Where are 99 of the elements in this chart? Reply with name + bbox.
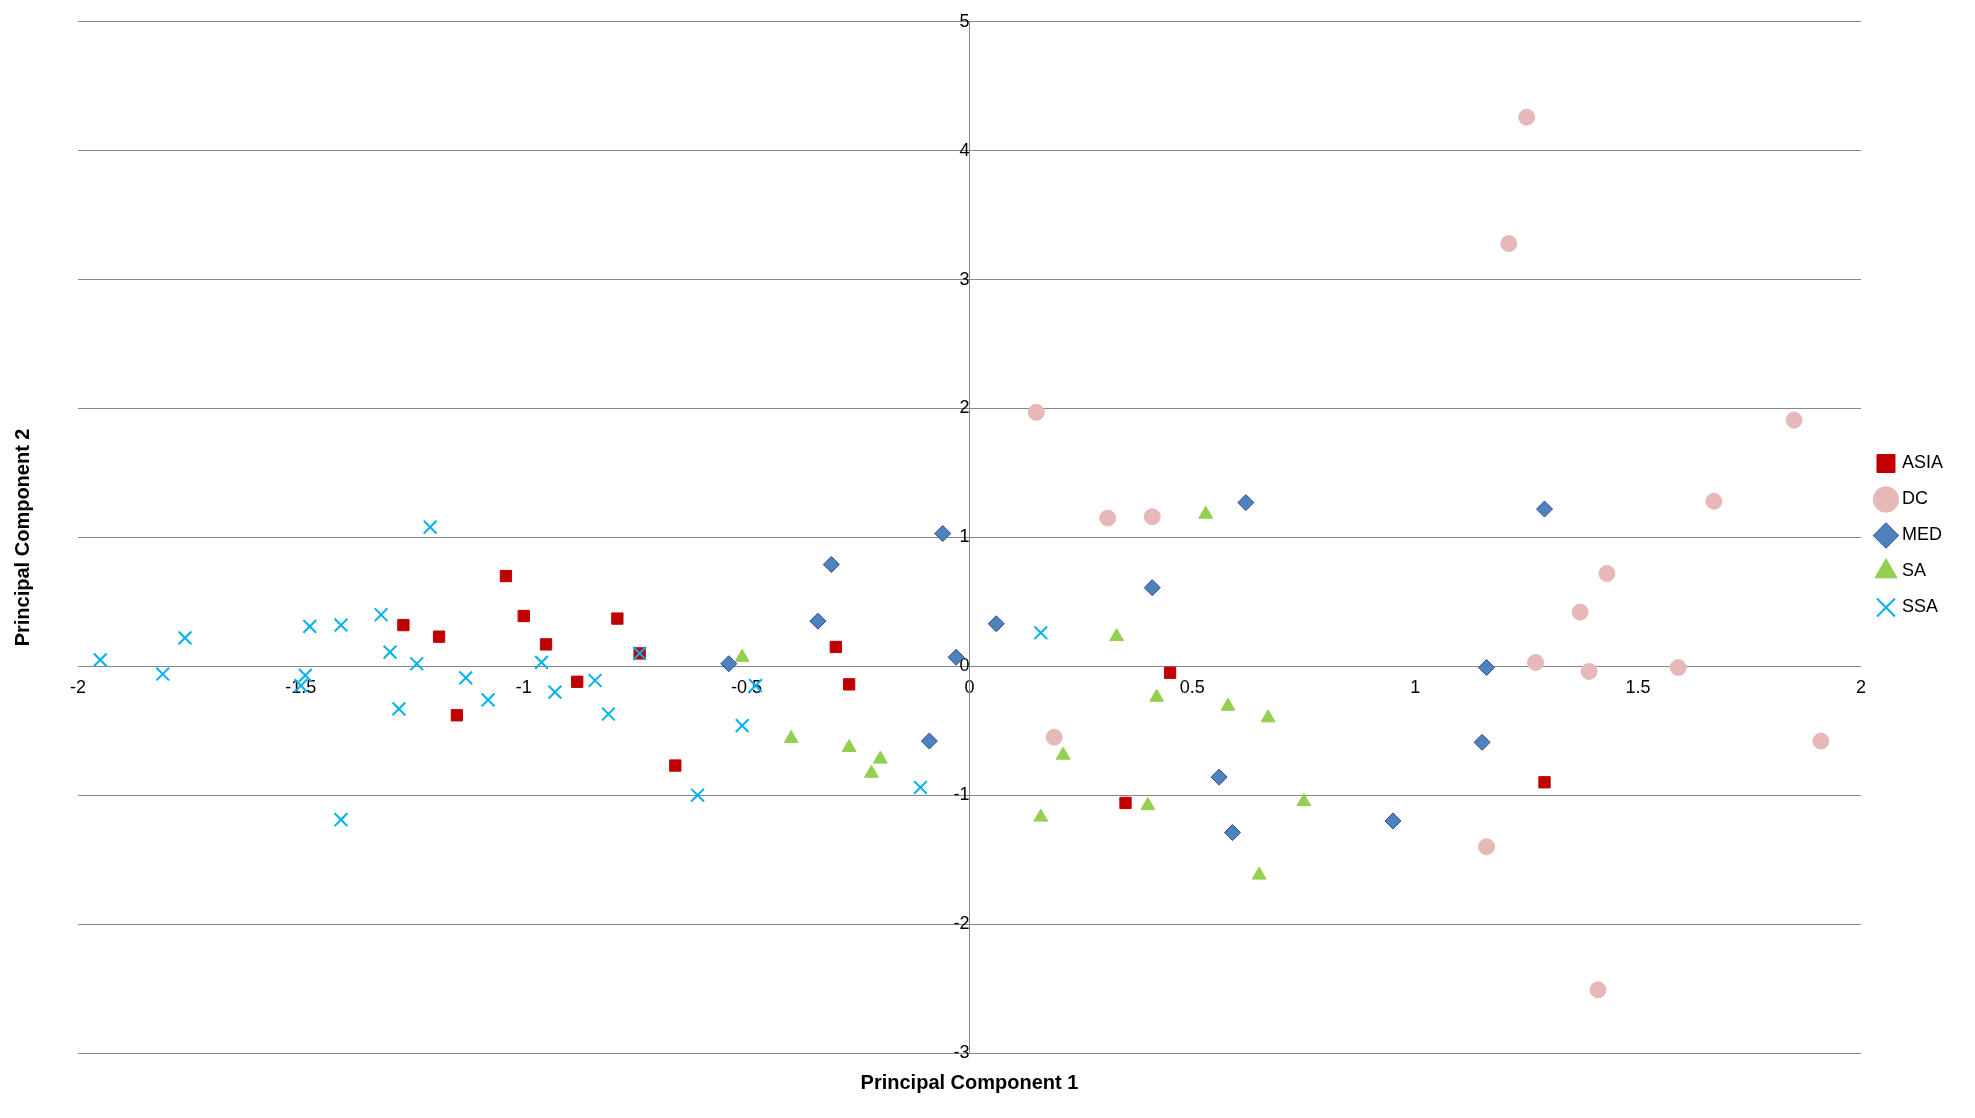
- point: [1223, 824, 1241, 842]
- point: [1500, 235, 1518, 253]
- point: [1589, 981, 1607, 999]
- point: [1580, 662, 1598, 680]
- point: [1027, 403, 1045, 421]
- point: [458, 670, 474, 686]
- point: [841, 739, 857, 753]
- point: [373, 607, 389, 623]
- point: [1210, 768, 1228, 786]
- point: [422, 519, 438, 535]
- point: [534, 655, 549, 670]
- y-tick-label: -3: [953, 1041, 970, 1062]
- legend-label: SSA: [1901, 596, 1939, 617]
- point: [391, 701, 407, 717]
- point: [1163, 666, 1177, 679]
- point: [92, 652, 108, 668]
- x-tick-label: -2: [69, 677, 87, 698]
- point: [920, 732, 938, 750]
- point: [987, 615, 1005, 633]
- y-tick-label: -2: [953, 913, 970, 934]
- point: [864, 764, 879, 778]
- point: [397, 618, 410, 632]
- point: [690, 787, 705, 803]
- point: [177, 630, 193, 646]
- legend-label: ASIA: [1901, 452, 1944, 473]
- y-tick-label: 5: [959, 10, 970, 31]
- point: [409, 656, 425, 672]
- point: [822, 555, 840, 573]
- y-tick-label: 3: [959, 268, 970, 289]
- point: [1149, 688, 1165, 702]
- point: [809, 612, 827, 630]
- point: [734, 718, 750, 733]
- point: [333, 617, 349, 633]
- point: [720, 655, 738, 673]
- x-tick-label: -1: [515, 677, 532, 698]
- point: [1571, 603, 1589, 621]
- point: [1237, 494, 1255, 512]
- point: [1669, 659, 1687, 677]
- point: [1033, 808, 1049, 822]
- point: [1812, 732, 1830, 750]
- point: [1478, 838, 1496, 856]
- point: [1538, 776, 1551, 789]
- y-tick-label: 4: [959, 139, 970, 160]
- point: [601, 706, 616, 722]
- point: [1785, 411, 1803, 429]
- point: [1140, 797, 1156, 811]
- point: [842, 678, 856, 691]
- point: [669, 759, 682, 772]
- point: [547, 684, 563, 700]
- point: [1109, 628, 1125, 642]
- y-tick-label: -1: [953, 784, 970, 805]
- point: [872, 750, 888, 764]
- point: [333, 812, 349, 828]
- point: [1220, 697, 1236, 711]
- point: [1033, 625, 1049, 641]
- x-tick-label: 1.5: [1625, 677, 1651, 698]
- point: [1384, 812, 1402, 830]
- point: [499, 569, 513, 583]
- point: [1045, 728, 1063, 746]
- point: [1119, 796, 1132, 810]
- point: [1536, 500, 1553, 518]
- point: [1055, 746, 1071, 760]
- legend-label: MED: [1901, 524, 1942, 545]
- y-tick-label: 0: [959, 655, 970, 676]
- legend-label: SA: [1901, 560, 1926, 581]
- point: [1518, 108, 1536, 126]
- point: [1296, 793, 1312, 807]
- x-tick-label: 2: [1855, 677, 1866, 698]
- point: [611, 612, 624, 625]
- point: [1527, 653, 1545, 671]
- point: [571, 675, 584, 688]
- y-tick-label: 2: [959, 397, 970, 418]
- point: [587, 673, 603, 688]
- point: [1251, 866, 1267, 880]
- point: [829, 640, 842, 654]
- point: [1473, 733, 1491, 751]
- point: [432, 630, 446, 643]
- point: [913, 780, 928, 795]
- point: [450, 709, 464, 722]
- y-axis-title: Principal Component 2: [10, 428, 33, 647]
- point: [1478, 659, 1496, 677]
- point: [382, 644, 398, 660]
- point: [302, 618, 318, 634]
- point: [539, 638, 553, 651]
- point: [480, 692, 496, 708]
- point: [1143, 508, 1161, 526]
- x-tick-label: 1: [1410, 677, 1421, 698]
- point: [934, 525, 952, 543]
- point: [1705, 492, 1723, 510]
- point: [1260, 709, 1276, 723]
- point: [1143, 579, 1161, 597]
- point: [155, 666, 171, 682]
- y-tick-label: 1: [959, 526, 970, 547]
- point: [1099, 509, 1117, 527]
- x-axis-title: Principal Component 1: [860, 1070, 1079, 1093]
- legend-label: DC: [1901, 488, 1928, 509]
- point: [1598, 564, 1616, 582]
- point: [517, 609, 530, 623]
- x-tick-label: 0.5: [1179, 677, 1205, 698]
